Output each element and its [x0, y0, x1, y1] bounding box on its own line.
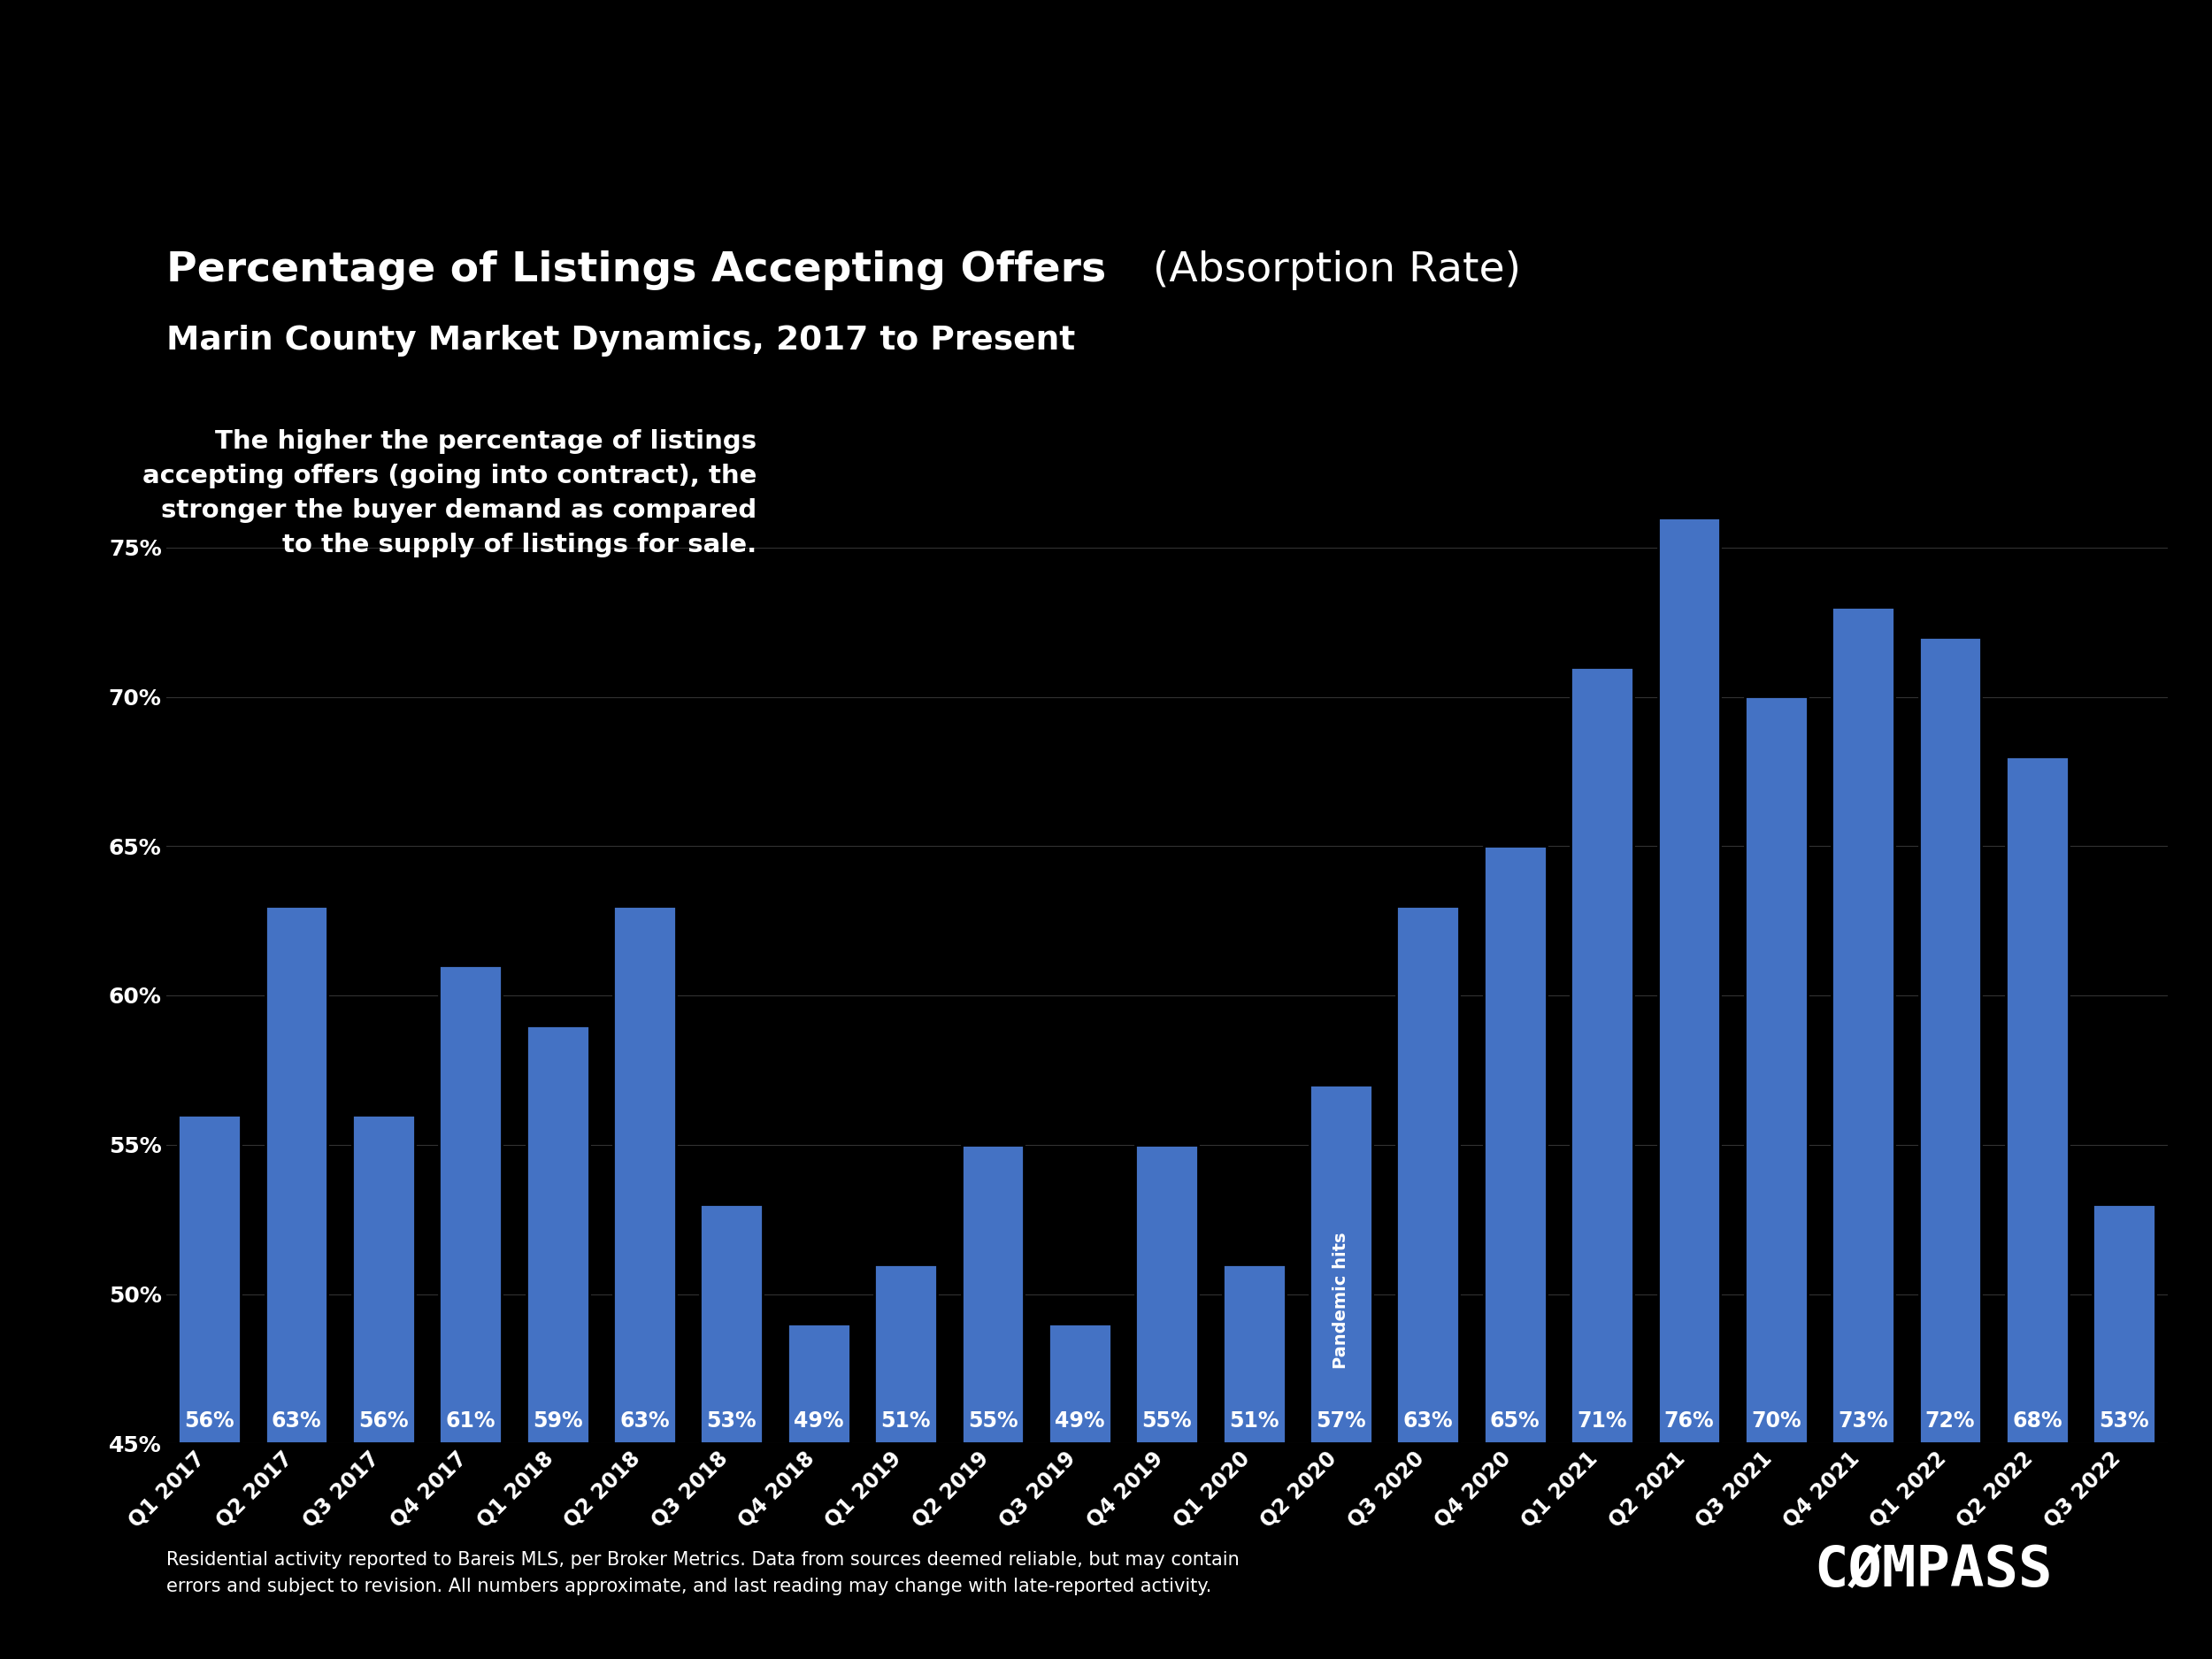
Text: 70%: 70%	[1752, 1410, 1801, 1432]
Bar	[1396, 906, 1460, 1443]
Text: 56%: 56%	[184, 1410, 234, 1432]
Bar	[2006, 757, 2068, 1443]
Bar	[1310, 1085, 1371, 1443]
Bar	[1918, 637, 1982, 1443]
Text: 57%: 57%	[1316, 1410, 1367, 1432]
Text: 53%: 53%	[2099, 1410, 2150, 1432]
Bar	[1135, 1145, 1199, 1443]
Text: 49%: 49%	[1055, 1410, 1104, 1432]
Text: 63%: 63%	[1402, 1410, 1453, 1432]
Bar	[962, 1145, 1024, 1443]
Bar	[265, 906, 327, 1443]
Text: 63%: 63%	[619, 1410, 670, 1432]
Bar	[179, 1115, 241, 1443]
Text: (Absorption Rate): (Absorption Rate)	[1139, 251, 1520, 290]
Text: Percentage of Listings Accepting Offers: Percentage of Listings Accepting Offers	[166, 251, 1106, 290]
Bar	[526, 1025, 588, 1443]
Text: 76%: 76%	[1663, 1410, 1714, 1432]
Text: 68%: 68%	[2013, 1410, 2062, 1432]
Text: Marin County Market Dynamics, 2017 to Present: Marin County Market Dynamics, 2017 to Pr…	[166, 325, 1075, 357]
Bar	[613, 906, 677, 1443]
Bar	[701, 1204, 763, 1443]
Bar	[787, 1324, 849, 1443]
Text: Residential activity reported to Bareis MLS, per Broker Metrics. Data from sourc: Residential activity reported to Bareis …	[166, 1551, 1239, 1594]
Text: 65%: 65%	[1491, 1410, 1540, 1432]
Text: 53%: 53%	[706, 1410, 757, 1432]
Text: 59%: 59%	[533, 1410, 582, 1432]
Text: 73%: 73%	[1838, 1410, 1889, 1432]
Text: CØMPASS: CØMPASS	[1814, 1543, 2053, 1598]
Bar	[1484, 846, 1546, 1443]
Text: 63%: 63%	[272, 1410, 321, 1432]
Bar	[1571, 667, 1632, 1443]
Bar	[352, 1115, 416, 1443]
Bar	[1832, 607, 1893, 1443]
Text: 51%: 51%	[1230, 1410, 1279, 1432]
Bar	[1048, 1324, 1110, 1443]
Text: 56%: 56%	[358, 1410, 409, 1432]
Text: 51%: 51%	[880, 1410, 931, 1432]
Bar	[1745, 697, 1807, 1443]
Bar	[2093, 1204, 2154, 1443]
Bar	[1657, 518, 1721, 1443]
Text: 71%: 71%	[1577, 1410, 1628, 1432]
Text: 61%: 61%	[445, 1410, 495, 1432]
Bar	[874, 1264, 938, 1443]
Bar	[1223, 1264, 1285, 1443]
Bar	[440, 966, 502, 1443]
Text: 72%: 72%	[1924, 1410, 1975, 1432]
Text: 55%: 55%	[967, 1410, 1018, 1432]
Text: 49%: 49%	[794, 1410, 843, 1432]
Text: 55%: 55%	[1141, 1410, 1192, 1432]
Text: Pandemic hits: Pandemic hits	[1332, 1233, 1349, 1369]
Text: The higher the percentage of listings
accepting offers (going into contract), th: The higher the percentage of listings ac…	[142, 430, 757, 557]
